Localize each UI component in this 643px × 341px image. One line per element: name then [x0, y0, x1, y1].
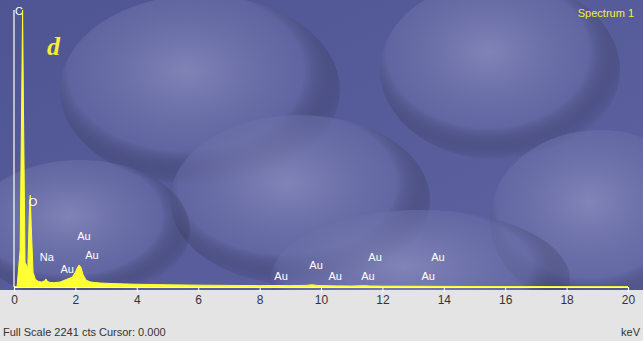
- peak-label: C: [15, 5, 23, 17]
- x-tick-mark: [567, 287, 568, 292]
- y-axis-line: [13, 10, 14, 287]
- x-tick: 12: [376, 287, 390, 307]
- x-tick: 14: [438, 287, 452, 307]
- x-axis-line: [15, 288, 629, 293]
- x-tick-label: 18: [560, 293, 574, 307]
- x-tick-label: 14: [438, 293, 452, 307]
- peak-label: O: [29, 196, 38, 208]
- x-tick-mark: [14, 287, 15, 292]
- x-tick-mark: [628, 287, 629, 292]
- panel-label: d: [47, 32, 61, 61]
- peak-label: Au: [361, 270, 374, 282]
- x-tick-mark: [260, 287, 261, 292]
- x-label: keV: [621, 326, 641, 338]
- peak-label: Au: [274, 270, 287, 282]
- x-tick-label: 16: [499, 293, 513, 307]
- x-tick-mark: [75, 287, 76, 292]
- x-tick-mark: [444, 287, 445, 292]
- x-tick-label: 12: [376, 293, 390, 307]
- peak-label: Au: [77, 230, 90, 242]
- peak-label: Na: [40, 251, 55, 263]
- plot-area: [14, 10, 628, 287]
- peak-label: Au: [368, 251, 381, 263]
- x-tick-mark: [137, 287, 138, 292]
- x-axis: 0 2 4 6 8 10 12 14 16 18 20: [11, 287, 635, 307]
- x-tick-mark: [382, 287, 383, 292]
- chart: 0 2 4 6 8 10 12 14 16 18 20 keV Full Scale 2241 cts …: [0, 0, 643, 341]
- x-tick: 10: [315, 287, 329, 307]
- x-tick-label: 20: [622, 293, 636, 307]
- x-tick: 0: [11, 287, 18, 307]
- x-tick-label: 0: [11, 293, 18, 307]
- x-tick-mark: [198, 287, 199, 292]
- axis-strip: [0, 290, 643, 341]
- peak-label: Au: [421, 270, 434, 282]
- x-tick: 20: [622, 287, 636, 307]
- peak-label: Au: [431, 251, 444, 263]
- x-tick-mark: [321, 287, 322, 292]
- x-tick: 2: [73, 287, 80, 307]
- x-tick-label: 6: [195, 293, 202, 307]
- spectrum: [14, 10, 628, 287]
- x-tick: 4: [134, 287, 141, 307]
- peak-label: Au: [328, 270, 341, 282]
- x-tick-label: 4: [134, 293, 141, 307]
- x-tick-mark: [505, 287, 506, 292]
- peak-label: Au: [85, 249, 98, 261]
- x-tick: 18: [560, 287, 574, 307]
- x-tick: 16: [499, 287, 513, 307]
- peak-label: Au: [309, 259, 322, 271]
- title: Spectrum 1: [578, 7, 634, 19]
- x-tick: 8: [257, 287, 264, 307]
- peak-label: Au: [60, 263, 73, 275]
- x-tick: 6: [195, 287, 202, 307]
- footer: Full Scale 2241 cts Cursor: 0.000: [3, 326, 166, 338]
- x-tick-label: 8: [257, 293, 264, 307]
- x-tick-label: 10: [315, 293, 329, 307]
- x-tick-label: 2: [73, 293, 80, 307]
